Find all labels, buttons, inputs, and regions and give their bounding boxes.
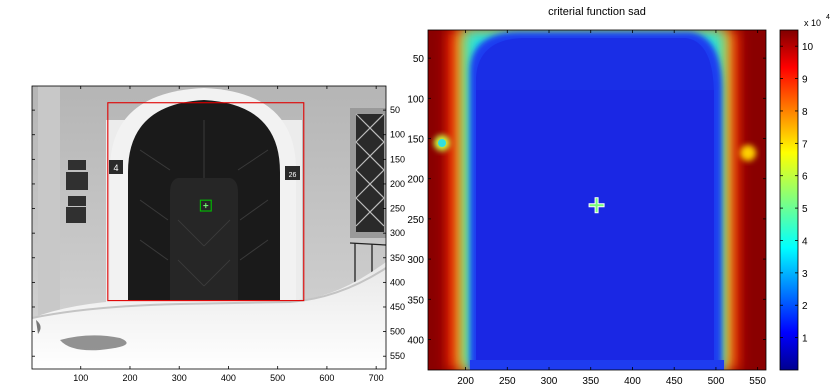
- photo-ytick-label: 400: [390, 277, 405, 287]
- photo-xtick-label: 200: [122, 373, 137, 383]
- colorbar-tick-label: 10: [802, 42, 814, 53]
- search-region-box: [107, 102, 305, 302]
- colorbar-gradient: [779, 29, 799, 371]
- match-point-marker: [203, 203, 209, 209]
- photo-ytick-label: 150: [390, 154, 405, 164]
- colorbar-tick-label: 4: [802, 236, 808, 247]
- house-number-4: 4: [113, 163, 118, 173]
- colorbar-multiplier: x 10: [804, 18, 821, 28]
- heatmap-ytick-label: 300: [407, 255, 424, 266]
- heatmap-axes-frame: [427, 29, 767, 371]
- photo-panel: 4 26 100 200 300 400 500 600 700 50 100 150 200 25…: [31, 85, 405, 383]
- heatmap-title: criterial function sad: [548, 6, 646, 18]
- photo-ytick-label: 250: [390, 204, 405, 214]
- colorbar-tick-label: 7: [802, 139, 808, 150]
- heatmap-image: [428, 30, 766, 370]
- photo-ytick-label: 50: [390, 105, 400, 115]
- colorbar-tick-label: 9: [802, 75, 808, 86]
- photo-xtick-label: 500: [270, 373, 285, 383]
- colorbar-tick-label: 2: [802, 301, 808, 312]
- photo-xtick-label: 400: [221, 373, 236, 383]
- photo-ytick-label: 100: [390, 130, 405, 140]
- heatmap-ytick-label: 350: [407, 295, 424, 306]
- photo-axes-frame: [31, 85, 387, 370]
- heatmap-xtick-label: 300: [541, 376, 558, 387]
- photo-xtick-label: 100: [73, 373, 88, 383]
- heatmap-ytick-label: 200: [407, 175, 424, 186]
- heatmap-xtick-label: 250: [499, 376, 516, 387]
- template-box: [199, 199, 212, 212]
- colorbar-tick-label: 8: [802, 107, 808, 118]
- photo-ytick-label: 300: [390, 228, 405, 238]
- heatmap-xtick-label: 550: [749, 376, 766, 387]
- heatmap-ytick-label: 50: [413, 54, 425, 65]
- door-photo: 4 26: [32, 86, 386, 369]
- colorbar-tick-label: 3: [802, 269, 808, 280]
- colorbar: 1 2 3 4 5 6 7 8 9 10 x 10 4: [779, 14, 830, 371]
- photo-xtick-label: 600: [319, 373, 334, 383]
- heatmap-ytick-label: 250: [407, 215, 424, 226]
- heatmap-xtick-label: 400: [624, 376, 641, 387]
- colorbar-tick-label: 5: [802, 204, 808, 215]
- photo-ytick-label: 200: [390, 179, 405, 189]
- heatmap-ytick-label: 150: [407, 135, 424, 146]
- heatmap-panel: criterial function sad 200 250 300 350 400 45…: [407, 6, 766, 387]
- house-number-26: 26: [289, 172, 297, 179]
- photo-ytick-label: 350: [390, 253, 405, 263]
- heatmap-xtick-label: 500: [708, 376, 725, 387]
- photo-xtick-label: 700: [369, 373, 384, 383]
- photo-ytick-label: 550: [390, 351, 405, 361]
- heatmap-ytick-label: 100: [407, 94, 424, 105]
- heatmap-xtick-label: 450: [666, 376, 683, 387]
- photo-xtick-label: 300: [172, 373, 187, 383]
- colorbar-exponent: 4: [826, 14, 830, 21]
- photo-ytick-label: 500: [390, 327, 405, 337]
- colorbar-tick-label: 1: [802, 334, 808, 345]
- minimum-marker: [588, 197, 605, 214]
- heatmap-xtick-label: 200: [457, 376, 474, 387]
- heatmap-ytick-label: 400: [407, 335, 424, 346]
- heatmap-xtick-label: 350: [582, 376, 599, 387]
- colorbar-tick-label: 6: [802, 172, 808, 183]
- photo-ytick-label: 450: [390, 302, 405, 312]
